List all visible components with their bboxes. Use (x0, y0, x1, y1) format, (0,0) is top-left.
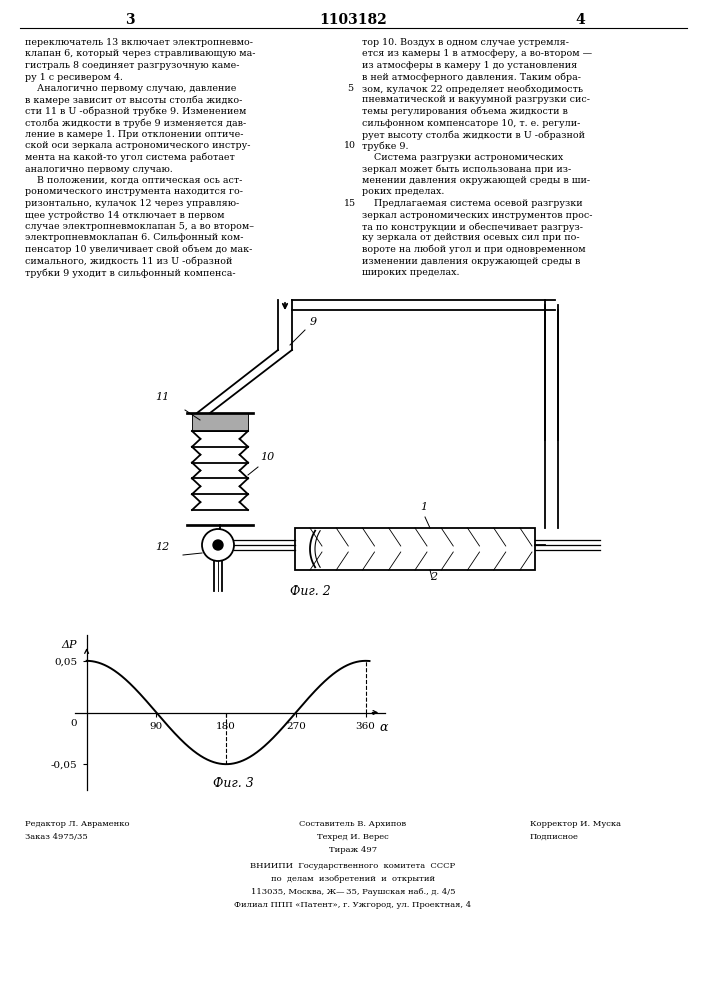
Text: из атмосферы в камеру 1 до установления: из атмосферы в камеру 1 до установления (362, 61, 577, 70)
Text: ВНИИПИ  Государственного  комитета  СССР: ВНИИПИ Государственного комитета СССР (250, 862, 455, 870)
Text: клапан 6, который через стравливающую ма-: клапан 6, который через стравливающую ма… (25, 49, 255, 58)
Text: сильфонном компенсаторе 10, т. е. регули-: сильфонном компенсаторе 10, т. е. регули… (362, 118, 580, 127)
Text: ется из камеры 1 в атмосферу, а во-втором —: ется из камеры 1 в атмосферу, а во-второ… (362, 49, 592, 58)
Text: трубке 9.: трубке 9. (362, 141, 409, 151)
Text: зом, кулачок 22 определяет необходимость: зом, кулачок 22 определяет необходимость (362, 84, 583, 94)
Text: 0: 0 (71, 719, 77, 728)
Text: 2: 2 (430, 572, 437, 582)
Text: столба жидкости в трубе 9 изменяется дав-: столба жидкости в трубе 9 изменяется дав… (25, 118, 246, 128)
Text: 12: 12 (155, 542, 169, 552)
Text: Предлагаемая система осевой разгрузки: Предлагаемая система осевой разгрузки (362, 199, 583, 208)
Text: гистраль 8 соединяет разгрузочную каме-: гистраль 8 соединяет разгрузочную каме- (25, 61, 240, 70)
Text: трубки 9 уходит в сильфонный компенса-: трубки 9 уходит в сильфонный компенса- (25, 268, 235, 277)
Text: рономического инструмента находится го-: рономического инструмента находится го- (25, 188, 243, 196)
Text: В положении, когда оптическая ось аст-: В положении, когда оптическая ось аст- (25, 176, 243, 185)
Text: зеркал может быть использована при из-: зеркал может быть использована при из- (362, 164, 571, 174)
Text: Подписное: Подписное (530, 833, 579, 841)
Text: переключатель 13 включает электропневмо-: переключатель 13 включает электропневмо- (25, 38, 253, 47)
Text: Система разгрузки астрономических: Система разгрузки астрономических (362, 153, 563, 162)
Text: Тираж 497: Тираж 497 (329, 846, 377, 854)
Text: Корректор И. Муска: Корректор И. Муска (530, 820, 621, 828)
Text: Техред И. Верес: Техред И. Верес (317, 833, 389, 841)
Text: 3: 3 (125, 13, 135, 27)
Text: α: α (380, 721, 388, 734)
Text: та по конструкции и обеспечивает разгруз-: та по конструкции и обеспечивает разгруз… (362, 222, 583, 232)
Text: рует высоту столба жидкости в U ‑образной: рует высоту столба жидкости в U ‑образно… (362, 130, 585, 139)
Text: Составитель В. Архипов: Составитель В. Архипов (300, 820, 407, 828)
Text: Филиал ППП «Патент», г. Ужгород, ул. Проектная, 4: Филиал ППП «Патент», г. Ужгород, ул. Про… (235, 901, 472, 909)
Text: ΔP: ΔP (62, 640, 77, 650)
Text: тор 10. Воздух в одном случае устремля-: тор 10. Воздух в одном случае устремля- (362, 38, 569, 47)
Text: ской оси зеркала астрономического инстру-: ской оси зеркала астрономического инстру… (25, 141, 250, 150)
Bar (192, 413, 248, 431)
Circle shape (213, 540, 223, 550)
Text: пневматической и вакуумной разгрузки сис-: пневматической и вакуумной разгрузки сис… (362, 96, 590, 104)
Bar (295, 528, 535, 570)
Text: по  делам  изобретений  и  открытий: по делам изобретений и открытий (271, 875, 435, 883)
Text: 4: 4 (575, 13, 585, 27)
Text: изменении давления окружающей среды в: изменении давления окружающей среды в (362, 256, 580, 265)
Text: 1: 1 (420, 502, 427, 512)
Text: Заказ 4975/35: Заказ 4975/35 (25, 833, 88, 841)
Text: 113035, Москва, Ж— 35, Раушская наб., д. 4/5: 113035, Москва, Ж— 35, Раушская наб., д.… (251, 888, 455, 896)
Text: щее устройство 14 отключает в первом: щее устройство 14 отключает в первом (25, 211, 225, 220)
Text: аналогично первому случаю.: аналогично первому случаю. (25, 164, 173, 174)
Text: роких пределах.: роких пределах. (362, 188, 445, 196)
Text: 11: 11 (155, 392, 169, 402)
Text: вороте на любой угол и при одновременном: вороте на любой угол и при одновременном (362, 245, 585, 254)
Text: широких пределах.: широких пределах. (362, 268, 460, 277)
Text: пенсатор 10 увеличивает свой объем до мак-: пенсатор 10 увеличивает свой объем до ма… (25, 245, 252, 254)
Text: темы регулирования объема жидкости в: темы регулирования объема жидкости в (362, 107, 568, 116)
Text: Фиг. 2: Фиг. 2 (290, 585, 330, 598)
Text: ку зеркала от действия осевых сил при по-: ку зеркала от действия осевых сил при по… (362, 233, 580, 242)
Text: случае электропневмоклапан 5, а во втором–: случае электропневмоклапан 5, а во второ… (25, 222, 254, 231)
Text: сти 11 в U ‑образной трубке 9. Изменением: сти 11 в U ‑образной трубке 9. Изменение… (25, 107, 246, 116)
Text: в ней атмосферного давления. Таким обра-: в ней атмосферного давления. Таким обра- (362, 73, 581, 82)
Text: в камере зависит от высоты столба жидко-: в камере зависит от высоты столба жидко- (25, 96, 243, 105)
Text: 10: 10 (260, 452, 274, 462)
Text: зеркал астрономических инструментов прос-: зеркал астрономических инструментов прос… (362, 211, 592, 220)
Text: менении давления окружающей среды в ши-: менении давления окружающей среды в ши- (362, 176, 590, 185)
Text: 9: 9 (310, 317, 317, 327)
Text: ру 1 с ресивером 4.: ру 1 с ресивером 4. (25, 73, 123, 82)
Text: Аналогично первому случаю, давление: Аналогично первому случаю, давление (25, 84, 236, 93)
Text: ризонтально, кулачок 12 через управляю-: ризонтально, кулачок 12 через управляю- (25, 199, 239, 208)
Text: Фиг. 3: Фиг. 3 (213, 777, 254, 790)
Text: 15: 15 (344, 199, 356, 208)
Text: 10: 10 (344, 141, 356, 150)
Text: симального, жидкость 11 из U ‑образной: симального, жидкость 11 из U ‑образной (25, 256, 233, 266)
Text: ление в камере 1. При отклонении оптиче-: ление в камере 1. При отклонении оптиче- (25, 130, 243, 139)
Text: 5: 5 (347, 84, 353, 93)
Text: Редактор Л. Авраменко: Редактор Л. Авраменко (25, 820, 129, 828)
Text: 1103182: 1103182 (319, 13, 387, 27)
Text: электропневмоклапан 6. Сильфонный ком-: электропневмоклапан 6. Сильфонный ком- (25, 233, 243, 242)
Text: мента на какой-то угол система работает: мента на какой-то угол система работает (25, 153, 235, 162)
